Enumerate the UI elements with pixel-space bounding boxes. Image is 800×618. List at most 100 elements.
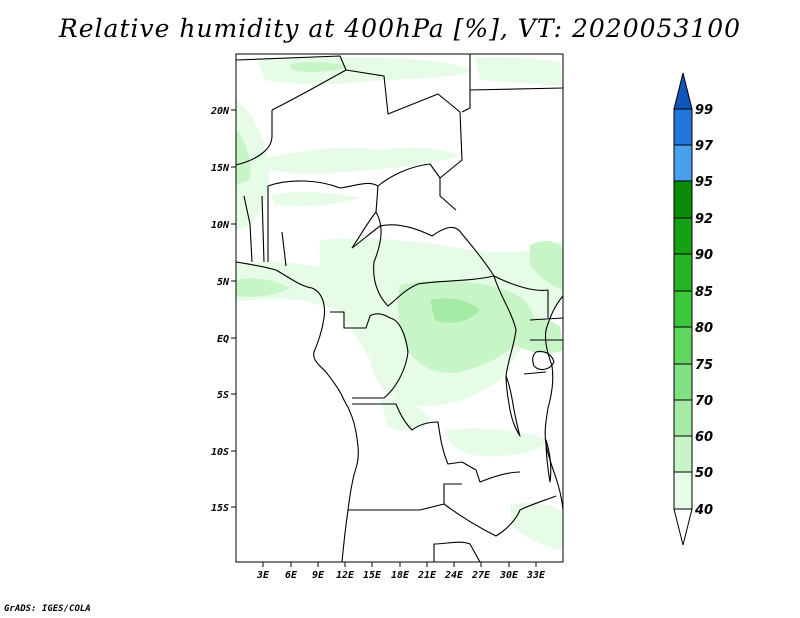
humidity-region-northeast [475, 57, 563, 86]
border-sahel-1 [236, 110, 273, 166]
lat-label-eq: EQ [217, 334, 229, 345]
border-north-2 [236, 55, 347, 71]
lon-tick-27e: 27E [471, 562, 491, 581]
border-central-3 [330, 311, 391, 329]
border-drc-east [493, 275, 517, 377]
lon-label-9e: 9E [312, 570, 325, 581]
border-angola-south [348, 483, 462, 511]
lon-label-3e: 3E [256, 570, 270, 581]
humidity-region-south-1 [380, 398, 430, 431]
border-central-1 [351, 224, 495, 277]
lat-label-20n: 20N [210, 106, 230, 117]
border-south [433, 541, 481, 562]
border-north-1 [271, 69, 463, 211]
lat-label-10s: 10S [211, 447, 229, 458]
border-north-4 [469, 87, 563, 91]
colorbar-label-95: 95 [695, 175, 713, 190]
border-uganda [529, 290, 563, 321]
lon-label-15e: 15E [363, 570, 382, 581]
grads-credit: GrADS: IGES/COLA [4, 604, 91, 614]
map-title: Relative humidity at 400hPa [%], VT: 202… [58, 14, 742, 43]
border-north-3 [461, 54, 471, 113]
humidity-region-lakes [515, 318, 563, 354]
colorbar-cell-above-99 [673, 72, 693, 110]
lat-tick-10n: 10N [211, 220, 236, 231]
border-rift-east [544, 295, 563, 511]
lat-tick-5s: 5S [217, 390, 236, 401]
lat-tick-eq: EQ [217, 334, 236, 345]
lat-tick-15s: 15S [211, 503, 236, 514]
colorbar-cell-97-99 [673, 108, 693, 146]
colorbar-label-85: 85 [695, 285, 713, 300]
lat-label-5n: 5N [217, 277, 230, 288]
humidity-region-central-peak [430, 298, 480, 323]
colorbar-label-50: 50 [695, 466, 713, 481]
lake-malawi [545, 439, 552, 483]
colorbar-cell-92-95 [673, 180, 693, 219]
colorbar-cell-95-97 [673, 144, 693, 182]
colorbar-cell-90-92 [673, 217, 693, 255]
colorbar [673, 72, 693, 546]
lon-tick-12e: 12E [336, 562, 355, 581]
lat-tick-5n: 5N [217, 277, 236, 288]
colorbar-label-92: 92 [695, 212, 713, 227]
colorbar-labels: 40 50 60 70 75 80 85 90 92 95 97 99 [694, 103, 714, 518]
lat-tick-10s: 10S [211, 447, 236, 458]
lat-label-15n: 15N [211, 163, 230, 174]
border-east-misc [523, 339, 563, 375]
humidity-field [236, 57, 563, 550]
humidity-region-south-2 [445, 428, 550, 457]
humidity-region-north [258, 57, 470, 85]
border-sahel-3 [377, 163, 441, 187]
colorbar-cell-60-70 [673, 399, 693, 437]
lon-label-30e: 30E [499, 570, 519, 581]
humidity-region-north-core [290, 61, 350, 73]
humidity-region-southeast [510, 502, 563, 550]
humidity-region-sahel-2 [270, 192, 360, 206]
colorbar-cell-85-90 [673, 253, 693, 292]
lat-tick-15n: 15N [211, 163, 236, 174]
lake-tanganyika [505, 375, 521, 437]
lon-tick-21e: 21E [417, 562, 437, 581]
colorbar-cell-below-40 [673, 508, 693, 546]
colorbar-label-40: 40 [694, 503, 713, 518]
colorbar-label-70: 70 [695, 394, 713, 409]
colorbar-label-90: 90 [695, 248, 713, 263]
colorbar-label-97: 97 [695, 139, 714, 154]
lon-label-33e: 33E [526, 570, 546, 581]
colorbar-cell-75-80 [673, 326, 693, 365]
lon-label-21e: 21E [417, 570, 437, 581]
colorbar-label-60: 60 [695, 430, 713, 445]
lon-tick-15e: 15E [363, 562, 382, 581]
colorbar-label-80: 80 [695, 321, 713, 336]
colorbar-label-99: 99 [695, 103, 713, 118]
border-central-2 [373, 211, 549, 307]
lat-label-5s: 5S [217, 390, 229, 401]
lon-tick-6e: 6E [285, 562, 298, 581]
lon-axis: 3E 6E 9E 12E 15E 18E 21E 24E [256, 562, 546, 581]
border-west-states [243, 186, 287, 267]
humidity-region-east-highlands [530, 240, 563, 290]
coastline-west-africa [236, 261, 359, 562]
lon-label-12e: 12E [336, 570, 355, 581]
colorbar-cell-40-50 [673, 471, 693, 510]
lon-tick-30e: 30E [499, 562, 519, 581]
humidity-region-guinea-core [236, 278, 290, 297]
lat-axis: 20N 15N 10N 5N EQ 5S 10S 15S [210, 106, 236, 514]
colorbar-label-75: 75 [695, 358, 713, 373]
colorbar-cell-80-85 [673, 290, 693, 328]
colorbar-cell-70-75 [673, 363, 693, 401]
humidity-region-west-core [236, 130, 251, 185]
lon-label-6e: 6E [285, 570, 298, 581]
lon-label-24e: 24E [444, 570, 464, 581]
colorbar-cell-50-60 [673, 435, 693, 473]
border-sahel-2 [267, 180, 379, 249]
boundaries [236, 54, 563, 562]
lon-tick-9e: 9E [312, 562, 325, 581]
lon-tick-18e: 18E [391, 562, 410, 581]
lon-tick-3e: 3E [256, 562, 270, 581]
lon-label-27e: 27E [471, 570, 491, 581]
humidity-region-sahel [260, 147, 460, 174]
lake-victoria [532, 350, 555, 371]
